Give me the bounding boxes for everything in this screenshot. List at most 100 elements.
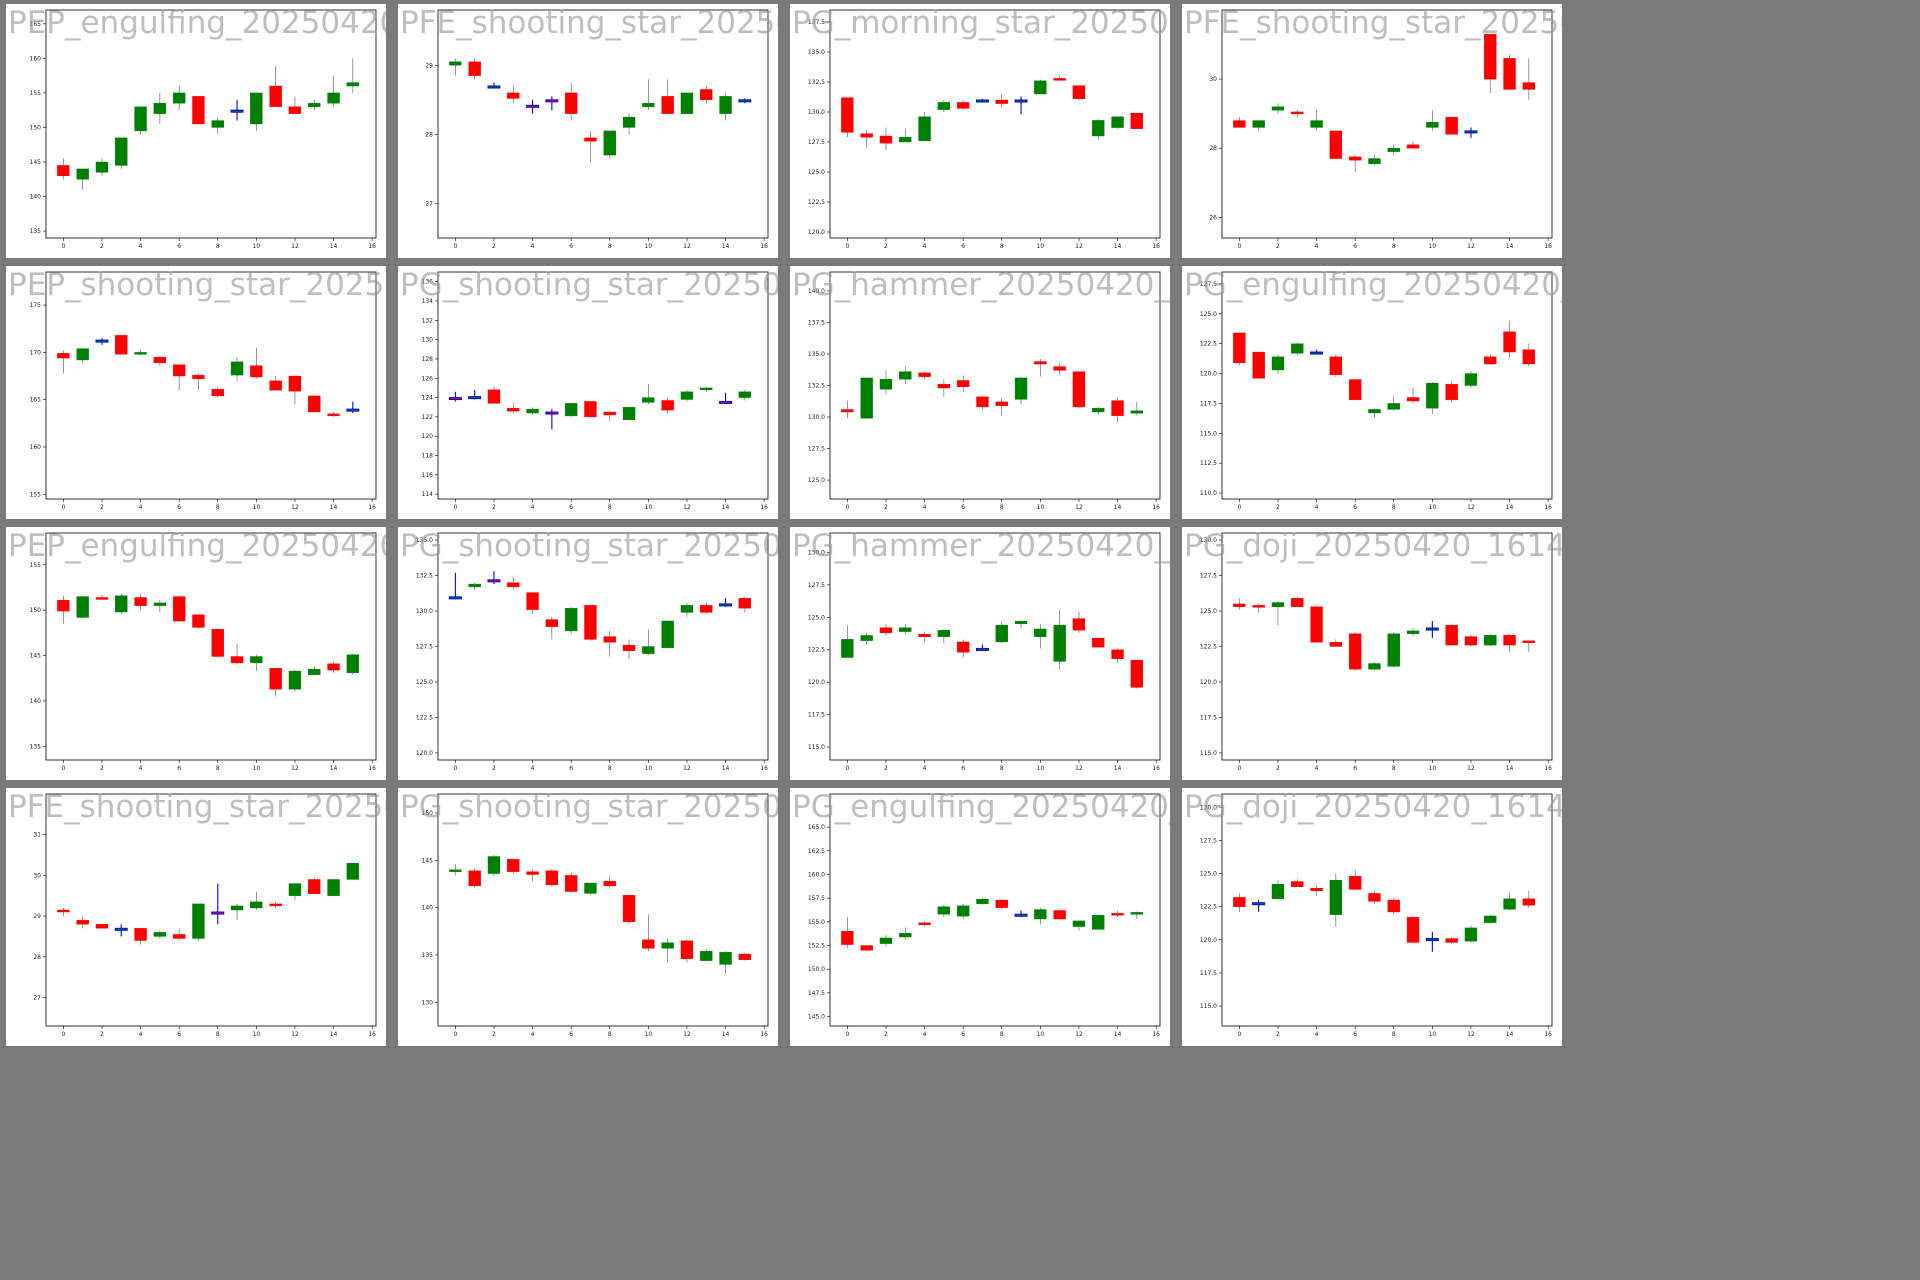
candle-body: [76, 348, 89, 361]
y-tick-label: 30: [33, 872, 41, 879]
candle-body: [1425, 627, 1439, 631]
candle: [1484, 914, 1497, 924]
candle: [1252, 120, 1265, 131]
candle: [841, 400, 854, 419]
y-tick-label: 140.0: [808, 288, 825, 295]
chart-panel-8: PG_engulfing_20250420_161433...110.0112.…: [1182, 266, 1562, 519]
candle: [1368, 662, 1381, 671]
candle-body: [661, 96, 674, 114]
candle: [899, 128, 912, 143]
candle-body: [584, 137, 597, 142]
y-tick-label: 145: [30, 653, 42, 660]
plot-frame: [829, 271, 1161, 500]
y-tick-label: 114: [422, 491, 434, 498]
x-tick-label: 16: [1544, 243, 1552, 250]
x-tick-label: 2: [100, 243, 104, 250]
candlestick-chart: 120.0 122.5 125.0 127.5 130.0 132.5 135.0 137.5…: [808, 9, 1161, 250]
candle-body: [1503, 634, 1516, 646]
y-tick-label: 132.5: [808, 79, 825, 86]
y-tick-label: 127.5: [1200, 281, 1217, 288]
y-tick-label: 152.5: [808, 943, 825, 950]
x-tick-label: 4: [923, 243, 927, 250]
x-tick-label: 8: [216, 765, 220, 772]
candle: [448, 572, 462, 600]
candle: [172, 86, 186, 111]
candlestick-chart: 125.0 127.5 130.0 132.5 135.0 137.5 140.0 0 2 4 6 8…: [808, 271, 1161, 511]
candle-body: [115, 335, 128, 355]
candle-body: [1426, 122, 1439, 128]
candle-body: [507, 407, 520, 412]
x-tick-label: 8: [1392, 1031, 1396, 1038]
candle: [1291, 342, 1304, 356]
y-tick-label: 120: [422, 433, 434, 440]
y-tick-label: 145: [30, 159, 42, 166]
candle-body: [172, 596, 186, 622]
candle-body: [1014, 621, 1028, 624]
candle-body: [250, 656, 263, 664]
y-tick-label: 147.5: [808, 990, 825, 997]
candle-body: [841, 97, 854, 133]
candle-body: [1368, 663, 1381, 670]
chart-panel-15: PG_engulfing_20250420_161433_9030.jpg145…: [790, 788, 1170, 1046]
x-tick-label: 4: [923, 1031, 927, 1038]
y-tick-label: 125.0: [416, 679, 433, 686]
candle: [1426, 110, 1439, 131]
y-tick-label: 28: [33, 954, 41, 961]
candle-body: [1130, 410, 1144, 414]
chart-panel-16: PG_doji_20250420_161427_6955115.0117.512…: [1182, 788, 1562, 1046]
x-tick-label: 4: [1315, 504, 1319, 511]
candle: [918, 631, 931, 642]
candle: [153, 356, 167, 366]
y-tick-label: 29: [425, 62, 433, 69]
candle-body: [1291, 881, 1304, 888]
y-tick-label: 170: [30, 349, 42, 356]
y-tick-label: 117.5: [808, 712, 825, 719]
chart-panel-7: PG_hammer_20250420_161429_8437.jpg125.01…: [790, 266, 1170, 519]
candle-body: [564, 403, 578, 417]
candle: [956, 100, 970, 110]
candle: [1464, 925, 1478, 943]
y-tick-label: 122: [422, 414, 434, 421]
y-tick-label: 130.0: [1200, 804, 1217, 811]
y-tick-label: 130.0: [416, 608, 433, 615]
candle-body: [700, 605, 713, 613]
x-tick-label: 0: [845, 765, 849, 772]
candle-body: [976, 898, 989, 905]
y-tick-label: 130.0: [1200, 537, 1217, 544]
y-tick-label: 127.5: [808, 139, 825, 146]
candle-body: [1252, 351, 1265, 379]
candle: [1014, 96, 1028, 115]
candle: [1034, 79, 1047, 95]
candle-body: [738, 953, 752, 960]
candle-body: [1034, 80, 1047, 95]
candle-body: [860, 635, 873, 641]
candle: [448, 391, 462, 402]
x-tick-label: 10: [253, 1031, 261, 1038]
candle: [1271, 601, 1285, 626]
candle: [1130, 401, 1144, 416]
candle: [57, 158, 70, 180]
candle: [1233, 598, 1246, 610]
candle: [1503, 892, 1516, 911]
candle: [1072, 920, 1086, 931]
x-tick-label: 14: [722, 1031, 730, 1038]
candle-body: [918, 372, 931, 377]
x-tick-label: 12: [291, 504, 299, 511]
y-tick-label: 136: [422, 279, 434, 286]
candle: [230, 643, 244, 665]
x-tick-label: 0: [1237, 504, 1241, 511]
candle-body: [115, 137, 128, 166]
candle: [1291, 110, 1304, 118]
candle-body: [956, 641, 970, 653]
candle-body: [899, 932, 912, 938]
candle-body: [1092, 915, 1105, 930]
x-tick-label: 10: [253, 504, 261, 511]
candle: [526, 407, 539, 415]
y-tick-label: 117.5: [1200, 970, 1217, 977]
candle: [622, 407, 636, 420]
candle-body: [153, 356, 167, 363]
x-tick-label: 10: [1037, 1031, 1045, 1038]
candlestick-chart: 115.0 117.5 120.0 122.5 125.0 127.5 130.0 0 2 4 6 8…: [1200, 793, 1553, 1038]
y-tick-label: 175: [30, 302, 42, 309]
x-tick-label: 4: [531, 504, 535, 511]
